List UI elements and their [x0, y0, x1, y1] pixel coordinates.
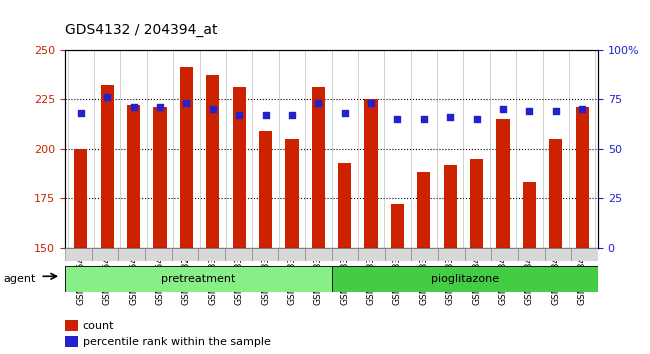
Point: [471, 116, 482, 122]
Bar: [438, 248, 465, 261]
Bar: [411, 248, 438, 261]
Bar: [285, 139, 298, 248]
Bar: [65, 248, 92, 261]
Bar: [338, 162, 351, 248]
Bar: [145, 248, 172, 261]
Point: [287, 112, 297, 118]
Bar: [198, 248, 225, 261]
Point: [392, 116, 402, 122]
Text: count: count: [83, 321, 114, 331]
Bar: [470, 159, 483, 248]
Bar: [92, 248, 118, 261]
Bar: [549, 139, 562, 248]
Bar: [332, 266, 598, 292]
Point: [261, 112, 271, 118]
Point: [339, 110, 350, 116]
Point: [498, 106, 508, 112]
Point: [445, 114, 456, 120]
Text: GDS4132 / 204394_at: GDS4132 / 204394_at: [65, 23, 218, 37]
Bar: [252, 248, 278, 261]
Bar: [259, 131, 272, 248]
Point: [234, 112, 244, 118]
Bar: [391, 204, 404, 248]
Point: [129, 104, 139, 110]
Text: agent: agent: [3, 274, 36, 284]
Bar: [206, 75, 219, 248]
Point: [366, 100, 376, 106]
Bar: [172, 248, 198, 261]
Bar: [127, 105, 140, 248]
Bar: [417, 172, 430, 248]
Point: [551, 108, 561, 114]
Bar: [101, 85, 114, 248]
Bar: [365, 99, 378, 248]
Bar: [65, 336, 79, 347]
Text: percentile rank within the sample: percentile rank within the sample: [83, 337, 270, 347]
Bar: [180, 67, 193, 248]
Bar: [153, 107, 166, 248]
Bar: [358, 248, 385, 261]
Point: [102, 94, 112, 100]
Text: pretreatment: pretreatment: [161, 274, 235, 284]
Bar: [575, 107, 589, 248]
Bar: [523, 182, 536, 248]
Bar: [305, 248, 332, 261]
Bar: [571, 248, 598, 261]
Bar: [74, 149, 88, 248]
Text: pioglitazone: pioglitazone: [431, 274, 499, 284]
Bar: [545, 248, 571, 261]
Bar: [225, 248, 252, 261]
Bar: [332, 248, 358, 261]
Bar: [491, 248, 518, 261]
Bar: [465, 248, 491, 261]
Bar: [312, 87, 325, 248]
Bar: [385, 248, 411, 261]
Point: [524, 108, 534, 114]
Point: [207, 106, 218, 112]
Point: [577, 106, 588, 112]
Bar: [118, 248, 145, 261]
Point: [181, 100, 192, 106]
Bar: [278, 248, 305, 261]
Bar: [65, 266, 332, 292]
Point: [419, 116, 429, 122]
Bar: [497, 119, 510, 248]
Bar: [518, 248, 545, 261]
Bar: [65, 320, 79, 331]
Bar: [233, 87, 246, 248]
Point: [155, 104, 165, 110]
Bar: [444, 165, 457, 248]
Point: [75, 110, 86, 116]
Point: [313, 100, 324, 106]
